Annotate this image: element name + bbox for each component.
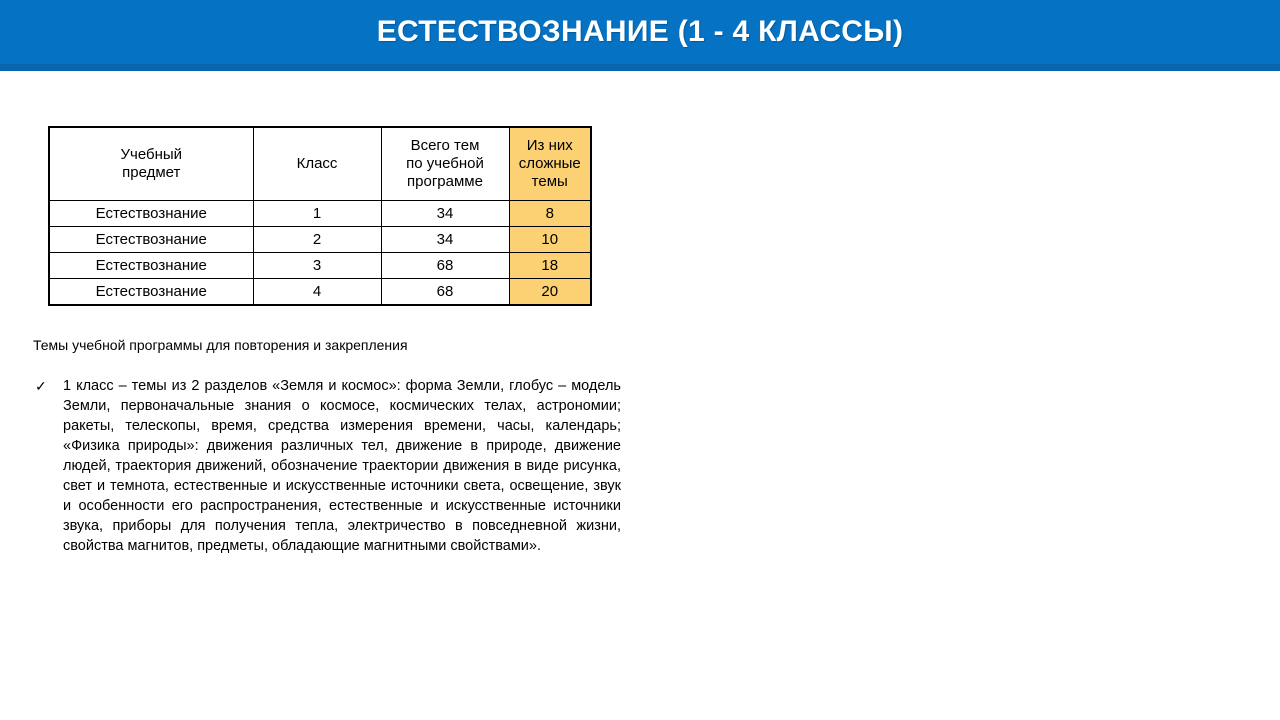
table-row: Естествознание 3 68 18 [48,252,592,279]
cell-hard-topics: 18 [508,252,592,279]
column-header-grade: Класс [252,126,382,201]
table-row: Естествознание 4 68 20 [48,278,592,306]
cell-hard-topics: 10 [508,226,592,253]
left-column: Учебный предмет Класс Всего тем по учебн… [0,71,636,720]
column-header-total-line3: программе [407,172,483,190]
column-header-hard-topics: Из них сложные темы [508,126,592,201]
column-header-hard-line1: Из них [526,137,573,155]
content-area: Учебный предмет Класс Всего тем по учебн… [0,71,1280,720]
cell-total-topics: 68 [380,278,510,306]
checkmark-icon: ✓ [35,378,47,394]
cell-grade: 2 [252,226,382,253]
list-item-text: 1 класс – темы из 2 разделов «Земля и ко… [63,378,621,554]
subject-topics-table: Учебный предмет Класс Всего тем по учебн… [48,126,592,306]
cell-grade: 1 [252,200,382,227]
cell-grade: 3 [252,252,382,279]
column-header-subject-line2: предмет [122,164,181,181]
cell-total-topics: 34 [380,226,510,253]
page-title: ЕСТЕСТВОЗНАНИЕ (1 - 4 КЛАССЫ) [376,15,904,48]
column-header-subject-line1: Учебный [120,146,183,164]
cell-subject: Естествознание [48,252,254,279]
column-header-total-line2: по учебной [406,155,484,173]
right-column: ✓ 2 класс – темы из 2 разделов «Я – иссл… [636,71,1280,720]
table-header-row: Учебный предмет Класс Всего тем по учебн… [48,126,592,201]
column-header-total-line1: Всего тем [410,137,480,155]
list-item-grade-1: ✓ 1 класс – темы из 2 разделов «Земля и … [33,376,621,556]
cell-hard-topics: 20 [508,278,592,306]
subject-topics-table-wrapper: Учебный предмет Класс Всего тем по учебн… [48,126,592,306]
column-header-total-topics: Всего тем по учебной программе [380,126,510,201]
column-header-hard-line2: сложные [518,155,581,173]
repetition-intro-text: Темы учебной программы для повторения и … [33,337,408,353]
page-header-banner: ЕСТЕСТВОЗНАНИЕ (1 - 4 КЛАССЫ) [0,0,1280,71]
table-row: Естествознание 1 34 8 [48,200,592,227]
cell-total-topics: 34 [380,200,510,227]
table-row: Естествознание 2 34 10 [48,226,592,253]
column-header-grade-line1: Класс [296,155,338,173]
cell-total-topics: 68 [380,252,510,279]
column-header-hard-line3: темы [531,172,568,190]
header-accent-stripe [0,64,1280,71]
cell-subject: Естествознание [48,226,254,253]
column-header-subject: Учебный предмет [48,126,254,201]
cell-subject: Естествознание [48,278,254,306]
cell-grade: 4 [252,278,382,306]
cell-subject: Естествознание [48,200,254,227]
cell-hard-topics: 8 [508,200,592,227]
